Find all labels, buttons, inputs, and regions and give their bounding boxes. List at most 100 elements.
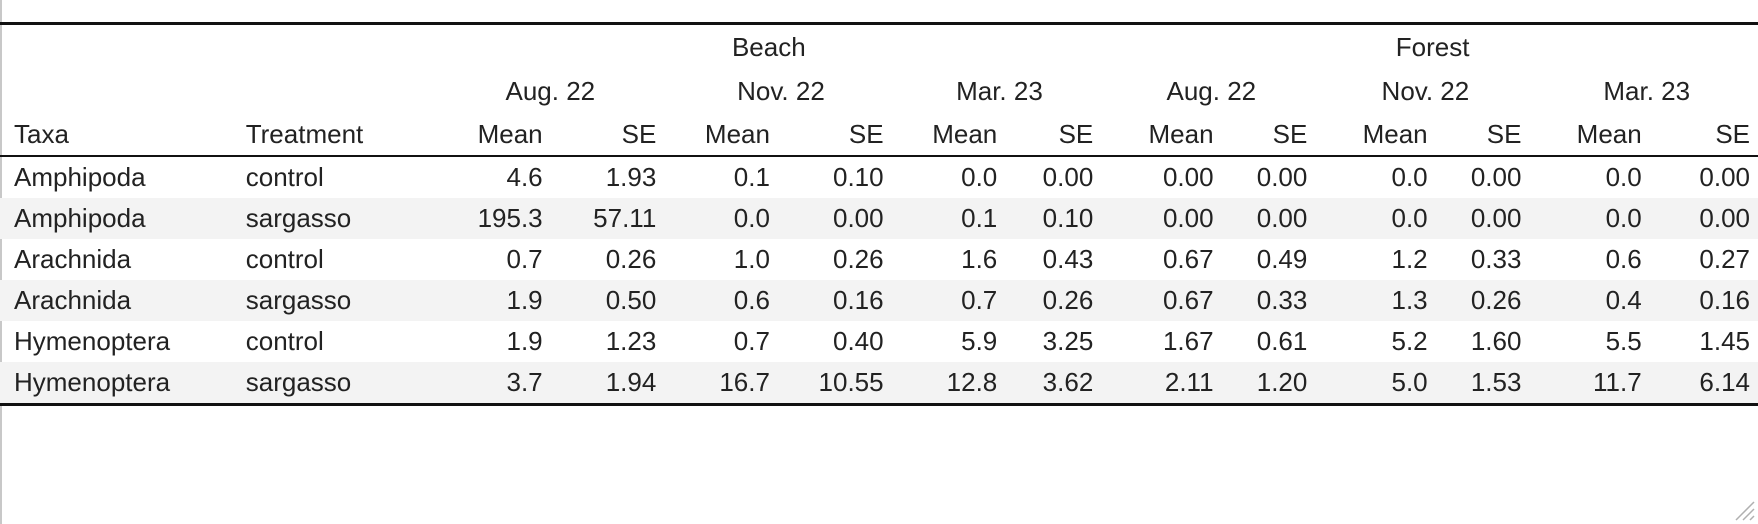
value-cell: 0.4 xyxy=(1529,280,1650,321)
date-header: Aug. 22 xyxy=(505,76,596,106)
value-cell: 3.62 xyxy=(1005,362,1102,405)
value-cell: 1.23 xyxy=(605,326,657,356)
table-row: Amphipoda sargasso 195.3 57.11 0.0 0.00 0.1 0.1… xyxy=(0,198,1758,239)
value-cell: 0.27 xyxy=(1699,244,1750,274)
value-cell: 12.8 xyxy=(891,362,1006,405)
treatment-cell: sargasso xyxy=(231,280,431,321)
value-cell: 1.6 xyxy=(961,244,998,274)
value-cell: 5.2 xyxy=(1391,326,1428,356)
column-header: Mean xyxy=(891,113,1006,157)
value-cell: 1.67 xyxy=(1162,326,1214,356)
value-cell: 0.0 xyxy=(1391,162,1428,192)
value-cell: 0.00 xyxy=(1221,198,1316,239)
value-cell: 11.7 xyxy=(1529,362,1650,405)
treatment-cell: control xyxy=(245,162,324,192)
table-row: Hymenoptera sargasso 3.7 1.94 16.7 10.55 12.8 3… xyxy=(0,362,1758,405)
value-cell: 0.61 xyxy=(1256,326,1308,356)
taxa-cell: Arachnida xyxy=(0,280,232,321)
value-cell: 0.00 xyxy=(1162,162,1214,192)
date-header: Aug. 22 xyxy=(1166,76,1257,106)
value-cell: 0.33 xyxy=(1470,244,1522,274)
value-cell: 1.3 xyxy=(1315,280,1436,321)
value-cell: 0.67 xyxy=(1162,244,1214,274)
value-cell: 0.33 xyxy=(1221,280,1316,321)
column-header-row: Taxa Treatment Mean SE Mean SE Mean SE Mean SE Mea… xyxy=(0,113,1758,157)
value-cell: 0.7 xyxy=(506,244,543,274)
date-header: Nov. 22 xyxy=(1381,76,1470,106)
value-cell: 0.0 xyxy=(1315,198,1436,239)
value-cell: 5.5 xyxy=(1605,326,1642,356)
value-cell: 3.7 xyxy=(430,362,551,405)
value-cell: 0.0 xyxy=(1529,198,1650,239)
column-header: SE xyxy=(777,113,892,157)
value-cell: 0.40 xyxy=(833,326,884,356)
value-cell: 0.0 xyxy=(1605,162,1642,192)
table-body: Amphipoda control 4.6 1.93 0.1 0.10 0.0 0.00 0.0… xyxy=(0,156,1758,405)
date-header: Nov. 22 xyxy=(737,76,825,106)
value-cell: 1.0 xyxy=(733,244,770,274)
group-header: Forest xyxy=(1395,32,1470,62)
column-header: Mean xyxy=(1529,113,1650,157)
taxa-cell: Amphipoda xyxy=(0,198,232,239)
value-cell: 0.67 xyxy=(1101,280,1222,321)
value-cell: 0.7 xyxy=(733,326,770,356)
value-cell: 0.43 xyxy=(1042,244,1094,274)
value-cell: 0.6 xyxy=(664,280,778,321)
value-cell: 3.25 xyxy=(1042,326,1094,356)
column-header: Mean xyxy=(664,113,778,157)
column-header: Taxa xyxy=(0,113,232,157)
table-row: Arachnida sargasso 1.9 0.50 0.6 0.16 0.7 0.26 0.… xyxy=(0,280,1758,321)
value-cell: 2.11 xyxy=(1101,362,1222,405)
value-cell: 1.93 xyxy=(605,162,657,192)
treatment-cell: sargasso xyxy=(231,362,431,405)
value-cell: 0.00 xyxy=(1435,198,1530,239)
resize-grip-icon[interactable] xyxy=(1730,496,1756,522)
group-header-row: Beach Forest xyxy=(0,24,1758,70)
value-cell: 0.16 xyxy=(777,280,892,321)
column-header: Treatment xyxy=(231,113,431,157)
value-cell: 0.00 xyxy=(1256,162,1308,192)
value-cell: 0.49 xyxy=(1256,244,1308,274)
value-cell: 195.3 xyxy=(430,198,551,239)
date-header-row: Aug. 22 Nov. 22 Mar. 23 Aug. 22 Nov. 22 Mar. … xyxy=(0,69,1758,113)
treatment-cell: sargasso xyxy=(231,198,431,239)
value-cell: 1.9 xyxy=(430,280,551,321)
value-cell: 0.00 xyxy=(777,198,892,239)
column-header: SE xyxy=(550,113,665,157)
value-cell: 6.14 xyxy=(1649,362,1758,405)
date-header: Mar. 23 xyxy=(1603,76,1691,106)
table-row: Amphipoda control 4.6 1.93 0.1 0.10 0.0 0.00 0.0… xyxy=(0,156,1758,198)
value-cell: 0.10 xyxy=(833,162,884,192)
column-header: Mean xyxy=(1101,113,1222,157)
value-cell: 0.26 xyxy=(1005,280,1102,321)
column-header: Mean xyxy=(430,113,551,157)
treatment-cell: control xyxy=(245,326,324,356)
value-cell: 1.45 xyxy=(1699,326,1750,356)
value-cell: 1.2 xyxy=(1391,244,1428,274)
column-header: SE xyxy=(1221,113,1316,157)
value-cell: 0.1 xyxy=(733,162,770,192)
value-cell: 0.00 xyxy=(1699,162,1750,192)
value-cell: 0.00 xyxy=(1042,162,1094,192)
value-cell: 0.0 xyxy=(664,198,778,239)
value-cell: 1.60 xyxy=(1470,326,1522,356)
value-cell: 0.1 xyxy=(891,198,1006,239)
value-cell: 0.26 xyxy=(605,244,657,274)
value-cell: 0.00 xyxy=(1649,198,1758,239)
value-cell: 1.9 xyxy=(506,326,543,356)
value-cell: 0.0 xyxy=(961,162,998,192)
column-header: SE xyxy=(1435,113,1530,157)
treatment-cell: control xyxy=(245,244,324,274)
value-cell: 0.10 xyxy=(1005,198,1102,239)
value-cell: 57.11 xyxy=(550,198,665,239)
value-cell: 1.20 xyxy=(1221,362,1316,405)
value-cell: 5.0 xyxy=(1315,362,1436,405)
value-cell: 0.16 xyxy=(1649,280,1758,321)
value-cell: 0.26 xyxy=(833,244,884,274)
value-cell: 0.6 xyxy=(1605,244,1642,274)
date-header: Mar. 23 xyxy=(956,76,1043,106)
column-header: Mean xyxy=(1315,113,1436,157)
value-cell: 0.00 xyxy=(1101,198,1222,239)
column-header: SE xyxy=(1005,113,1102,157)
